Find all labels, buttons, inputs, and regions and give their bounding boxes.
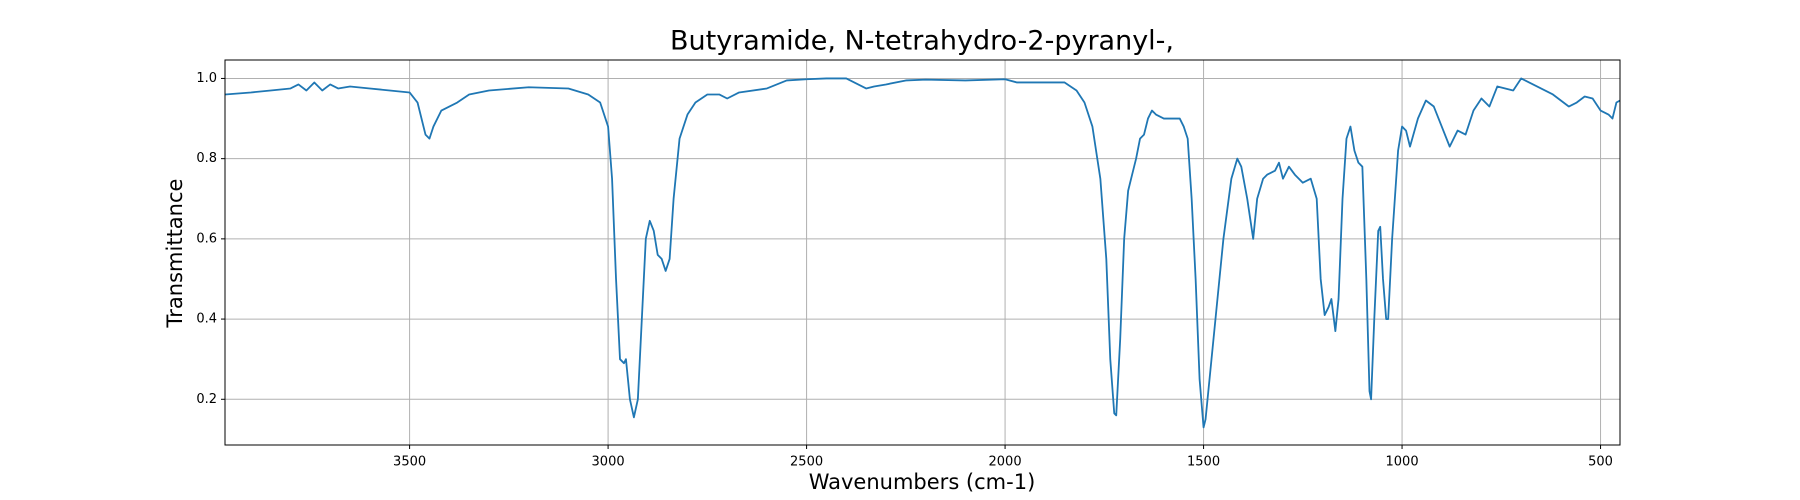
plot-frame [224, 59, 1621, 446]
spectrum-line [224, 77, 1621, 429]
x-tick-label: 500 [1588, 455, 1613, 470]
x-tick-label: 1000 [1386, 455, 1419, 470]
x-tick-label: 1500 [1187, 455, 1220, 470]
y-axis-label: Transmittance [163, 179, 187, 329]
y-tick-label: 0.6 [196, 231, 217, 246]
x-tick-label: 3000 [592, 455, 625, 470]
x-tick-label: 2000 [989, 455, 1022, 470]
x-tick-label: 2500 [790, 455, 823, 470]
x-axis-label: Wavenumbers (cm-1) [809, 470, 1036, 494]
y-tick-label: 0.2 [196, 392, 217, 407]
x-tick-label: 3500 [393, 455, 426, 470]
chart-title: Butyramide, N-tetrahydro-2-pyranyl-, [670, 26, 1174, 57]
y-tick-label: 0.4 [196, 312, 217, 327]
y-tick-label: 1.0 [196, 71, 217, 86]
y-tick-label: 0.8 [196, 151, 217, 166]
